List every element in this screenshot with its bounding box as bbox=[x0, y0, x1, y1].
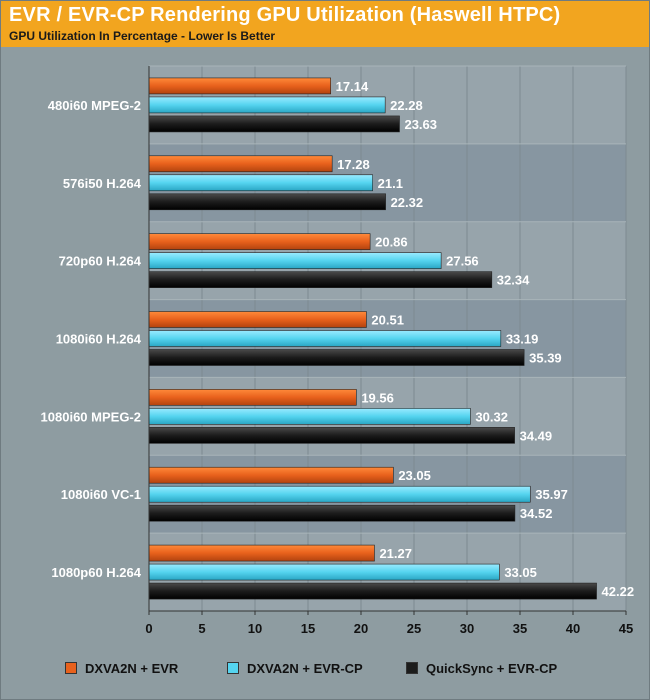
data-label: 21.1 bbox=[378, 176, 403, 191]
category-label: 1080i60 VC-1 bbox=[61, 487, 141, 502]
legend-swatch-black bbox=[406, 662, 418, 674]
data-label: 35.39 bbox=[529, 351, 562, 366]
data-label: 21.27 bbox=[379, 546, 412, 561]
bar-dxva2n-evr-cp bbox=[148, 174, 373, 192]
category-label: 1080i60 MPEG-2 bbox=[41, 409, 141, 424]
category-label: 480i60 MPEG-2 bbox=[48, 98, 141, 113]
bar-dxva2n-evr bbox=[148, 311, 367, 328]
category-label: 720p60 H.264 bbox=[59, 254, 142, 269]
data-label: 17.28 bbox=[337, 157, 370, 172]
legend-item-quicksync-evr-cp: QuickSync + EVR-CP bbox=[406, 658, 557, 678]
bar-dxva2n-evr bbox=[148, 544, 375, 562]
data-label: 27.56 bbox=[446, 254, 479, 269]
bar-quicksync-evr-cp bbox=[148, 193, 386, 211]
bar-quicksync-evr-cp bbox=[148, 115, 400, 133]
data-label: 34.49 bbox=[520, 428, 553, 443]
bar-dxva2n-evr bbox=[148, 155, 333, 173]
data-label: 32.34 bbox=[497, 273, 530, 288]
data-label: 23.63 bbox=[404, 117, 437, 132]
data-label: 34.52 bbox=[520, 506, 553, 521]
category-label: 1080i60 H.264 bbox=[56, 332, 142, 347]
bar-dxva2n-evr bbox=[148, 233, 371, 250]
data-label: 35.97 bbox=[535, 487, 568, 502]
data-label: 23.05 bbox=[398, 468, 431, 483]
bar-quicksync-evr-cp bbox=[148, 271, 493, 288]
bar-dxva2n-evr-cp bbox=[148, 485, 531, 503]
bar-dxva2n-evr bbox=[148, 466, 394, 484]
chart-title: EVR / EVR-CP Rendering GPU Utilization (… bbox=[9, 4, 561, 26]
bar-quicksync-evr-cp bbox=[148, 504, 516, 522]
data-label: 17.14 bbox=[336, 79, 369, 94]
bar-dxva2n-evr-cp bbox=[148, 96, 386, 114]
legend-swatch-orange bbox=[65, 662, 77, 674]
bar-dxva2n-evr-cp bbox=[148, 330, 502, 347]
category-label: 1080p60 H.264 bbox=[51, 565, 141, 580]
legend: DXVA2N + EVR DXVA2N + EVR-CP QuickSync +… bbox=[1, 658, 649, 678]
chart-subtitle: GPU Utilization In Percentage - Lower Is… bbox=[9, 29, 276, 43]
x-tick-label: 45 bbox=[619, 621, 633, 636]
x-tick-label: 40 bbox=[566, 621, 580, 636]
legend-label: DXVA2N + EVR bbox=[85, 660, 179, 676]
bar-quicksync-evr-cp bbox=[148, 349, 525, 366]
x-tick-label: 30 bbox=[460, 621, 474, 636]
data-label: 22.32 bbox=[391, 195, 424, 210]
bar-quicksync-evr-cp bbox=[148, 582, 597, 600]
x-tick-label: 0 bbox=[145, 621, 152, 636]
data-label: 19.56 bbox=[361, 390, 394, 405]
x-tick-label: 5 bbox=[198, 621, 205, 636]
legend-item-dxva2n-evr-cp: DXVA2N + EVR-CP bbox=[227, 658, 363, 678]
chart-header: EVR / EVR-CP Rendering GPU Utilization (… bbox=[1, 1, 649, 47]
data-label: 20.51 bbox=[371, 313, 404, 328]
legend-item-dxva2n-evr: DXVA2N + EVR bbox=[65, 658, 178, 678]
bar-dxva2n-evr bbox=[148, 389, 357, 406]
data-label: 22.28 bbox=[390, 98, 423, 113]
category-label: 576i50 H.264 bbox=[63, 176, 142, 191]
x-tick-label: 35 bbox=[513, 621, 527, 636]
legend-label: DXVA2N + EVR-CP bbox=[247, 660, 363, 676]
data-label: 30.32 bbox=[475, 409, 508, 424]
x-tick-label: 15 bbox=[301, 621, 315, 636]
data-label: 33.05 bbox=[504, 565, 537, 580]
x-tick-label: 10 bbox=[248, 621, 262, 636]
bar-dxva2n-evr bbox=[148, 77, 331, 95]
x-tick-label: 20 bbox=[354, 621, 368, 636]
bar-quicksync-evr-cp bbox=[148, 427, 515, 444]
bar-dxva2n-evr-cp bbox=[148, 408, 471, 425]
bar-dxva2n-evr-cp bbox=[148, 252, 442, 269]
data-label: 33.19 bbox=[506, 332, 539, 347]
data-label: 42.22 bbox=[602, 584, 635, 599]
bar-chart: 17.14 22.28 23.63 480i60 MPEG-2 17.28 21.1 22.… bbox=[41, 65, 635, 636]
legend-label: QuickSync + EVR-CP bbox=[426, 660, 558, 676]
data-label: 20.86 bbox=[375, 235, 408, 250]
x-tick-label: 25 bbox=[407, 621, 421, 636]
legend-swatch-cyan bbox=[227, 662, 239, 674]
bar-dxva2n-evr-cp bbox=[148, 563, 500, 581]
